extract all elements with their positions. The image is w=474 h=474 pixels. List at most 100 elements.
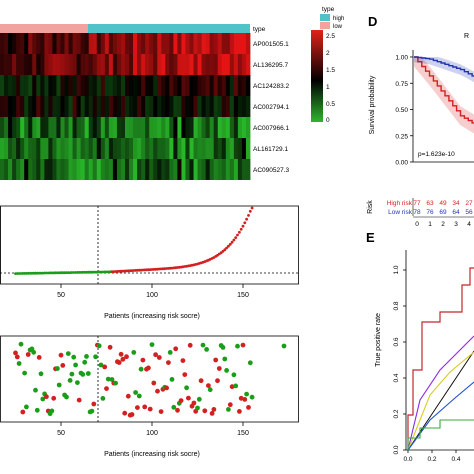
heatmap-cell [64, 117, 69, 138]
heatmap-cell [205, 54, 211, 75]
heatmap-cell [104, 33, 110, 54]
roc-y-tick-label: 0.0 [393, 445, 400, 454]
heatmap-cell [88, 75, 94, 96]
roc-y-tick-label: 0.2 [393, 409, 400, 418]
heatmap-cell [149, 75, 154, 96]
type-bar-low [0, 24, 88, 33]
status-point-alive [222, 356, 228, 362]
heatmap-cell [173, 159, 178, 180]
heatmap-cell [36, 96, 41, 117]
status-point-dead [44, 394, 49, 400]
status-point-dead [36, 355, 42, 360]
scale-tick: 2 [326, 50, 330, 57]
heatmap-cell [237, 96, 243, 117]
risk-table-values: 77 63 49 34 27 78 76 69 64 56 [413, 200, 473, 216]
heatmap-cell [44, 117, 49, 138]
heatmap-cell [116, 159, 122, 180]
heatmap-cell [8, 54, 13, 75]
heatmap-cell [145, 159, 150, 180]
heatmap-cell [157, 54, 162, 75]
heatmap-cell [120, 96, 126, 117]
heatmap-cell [149, 96, 154, 117]
heatmap-cell [0, 96, 5, 117]
status-point-alive [136, 393, 142, 399]
status-point-alive [105, 376, 111, 382]
type-legend: type high low [320, 6, 344, 30]
heatmap-cell [205, 117, 211, 138]
heatmap-cell [120, 117, 126, 138]
heatmap-cell [133, 96, 138, 117]
heatmap-cell [221, 96, 227, 117]
heatmap-cell [24, 159, 29, 180]
risk-point-high [239, 227, 243, 231]
heatmap-cell [20, 117, 25, 138]
heatmap-cell [0, 159, 5, 180]
heatmap-cell [133, 75, 138, 96]
heatmap-cell [137, 138, 142, 159]
x-tick-label: 100 [146, 292, 158, 299]
heatmap-cell [32, 117, 37, 138]
heatmap-cell [4, 33, 9, 54]
status-point-alive [244, 391, 250, 397]
heatmap-cell [193, 33, 198, 54]
heatmap-cell [40, 54, 45, 75]
heatmap-cell [185, 159, 190, 180]
heatmap-cell [12, 117, 17, 138]
heatmap-cell [177, 33, 182, 54]
heatmap-cell [76, 75, 82, 96]
risk-point-high [245, 217, 249, 221]
risk-table-row-label-high: High risk [387, 200, 413, 207]
heatmap-cell [16, 54, 21, 75]
status-point-alive [235, 343, 240, 349]
heatmap-cell [84, 33, 90, 54]
heatmap-cell [72, 96, 78, 117]
heatmap-cell [217, 96, 223, 117]
status-point-dead [104, 386, 109, 391]
status-point-dead [156, 355, 162, 360]
heatmap-cell [245, 117, 251, 138]
heatmap-cell [24, 75, 29, 96]
risk-score-frame [0, 205, 299, 285]
heatmap-cell [229, 33, 235, 54]
heatmap-cell [205, 96, 211, 117]
status-point-dead [140, 357, 146, 363]
heatmap-cell [4, 54, 9, 75]
status-point-alive [220, 345, 226, 350]
heatmap-gene-labels: AP001505.1 AL136295.7 AC124283.2 AC002794.1… [253, 41, 290, 174]
heatmap-cell [245, 54, 251, 75]
heatmap-cell [96, 159, 102, 180]
heatmap-cell [193, 54, 198, 75]
scale-tick: 0 [326, 117, 330, 124]
type-legend-swatch-high [320, 14, 330, 21]
heatmap-cell [129, 117, 134, 138]
heatmap-cell [209, 159, 215, 180]
heatmap-cell [40, 33, 45, 54]
roc-curve-blue [407, 381, 474, 451]
heatmap-cell [4, 75, 9, 96]
status-point-dead [237, 409, 242, 414]
roc-x-tick-label: 0.0 [403, 456, 412, 463]
status-point-dead [238, 395, 244, 401]
heatmap-cell [177, 54, 182, 75]
heatmap-cell [169, 117, 174, 138]
heatmap-cell [88, 54, 94, 75]
status-point-alive [138, 366, 144, 372]
heatmap-cell [120, 33, 126, 54]
status-point-dead [151, 380, 157, 386]
heatmap-cell [116, 54, 122, 75]
status-point-alive [96, 343, 102, 349]
roc-curve-red [407, 267, 474, 450]
heatmap-cell [217, 138, 223, 159]
risk-table-cell: 56 [465, 209, 473, 216]
heatmap-cell [80, 33, 86, 54]
type-legend-swatch-low [320, 22, 330, 29]
panel-d-ylabel: Survival probability [369, 75, 376, 134]
heatmap-cell [92, 138, 98, 159]
heatmap-cell [125, 75, 130, 96]
risk-point-high [227, 244, 230, 248]
risk-table-cell: 76 [426, 209, 434, 216]
heatmap-cell [213, 75, 219, 96]
heatmap-cell [4, 96, 9, 117]
heatmap-cell [92, 33, 98, 54]
risk-point-high [230, 240, 234, 244]
